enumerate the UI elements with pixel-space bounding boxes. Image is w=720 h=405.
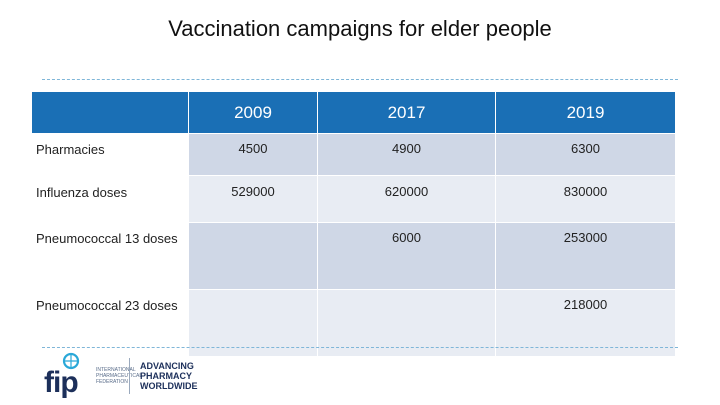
fip-logo: fip INTERNATIONAL PHARMACEUTICAL FEDERAT… [44, 352, 214, 400]
org-line: PHARMACEUTICAL [96, 373, 143, 379]
top-divider [42, 79, 678, 80]
table-cell: 4900 [317, 133, 496, 176]
table-cell: 620000 [317, 175, 496, 223]
table-cell: 4500 [188, 133, 318, 176]
table-row: Pneumococcal 13 doses 6000 253000 [31, 222, 676, 290]
table-cell: 6300 [495, 133, 676, 176]
tagline-line: WORLDWIDE [140, 381, 198, 391]
org-line: INTERNATIONAL [96, 367, 136, 373]
logo-tagline: ADVANCING PHARMACY WORLDWIDE [140, 361, 198, 391]
org-name: INTERNATIONAL PHARMACEUTICAL FEDERATION [96, 367, 143, 385]
org-line: FEDERATION [96, 379, 128, 385]
fip-globe-icon [62, 352, 80, 370]
table-cell: 529000 [188, 175, 318, 223]
slide-title: Vaccination campaigns for elder people [168, 16, 552, 41]
table-cell: 6000 [317, 222, 496, 290]
table-cell [317, 289, 496, 357]
table-row: Influenza doses 529000 620000 830000 [31, 175, 676, 223]
table-row: Pneumococcal 23 doses 218000 [31, 289, 676, 357]
table-header-row: 2009 2017 2019 [31, 91, 676, 134]
vaccination-table: 2009 2017 2019 Pharmacies 4500 4900 6300… [31, 91, 676, 357]
fip-wordmark: fip [44, 366, 79, 399]
row-label: Pharmacies [31, 133, 189, 176]
header-cell-2009: 2009 [188, 91, 318, 134]
table-cell [188, 222, 318, 290]
table-cell: 218000 [495, 289, 676, 357]
row-label: Pneumococcal 13 doses [31, 222, 189, 290]
logo-divider [129, 358, 130, 394]
header-cell [31, 91, 189, 134]
header-cell-2019: 2019 [495, 91, 676, 134]
table-cell: 830000 [495, 175, 676, 223]
tagline-line: ADVANCING [140, 361, 194, 371]
tagline-line: PHARMACY [140, 371, 193, 381]
bottom-divider [42, 347, 678, 348]
table-row: Pharmacies 4500 4900 6300 [31, 133, 676, 176]
row-label: Influenza doses [31, 175, 189, 223]
row-label: Pneumococcal 23 doses [31, 289, 189, 357]
header-cell-2017: 2017 [317, 91, 496, 134]
table-cell: 253000 [495, 222, 676, 290]
